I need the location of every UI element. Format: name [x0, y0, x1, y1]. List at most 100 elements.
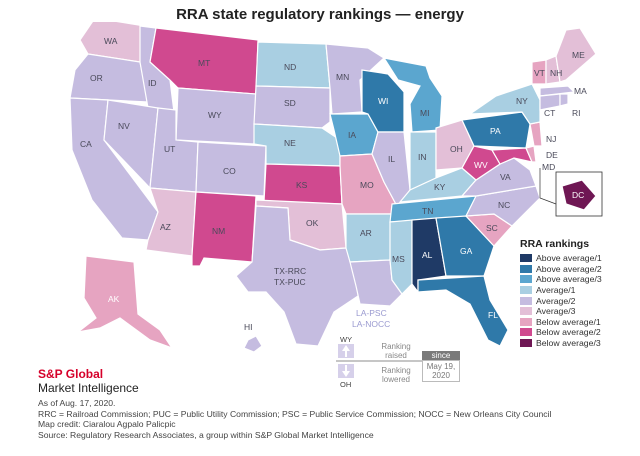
footnotes: As of Aug. 17, 2020. RRC = Railroad Comm…: [38, 398, 551, 440]
label-ga: GA: [460, 246, 473, 256]
state-or[interactable]: [69, 53, 149, 103]
note-date: As of Aug. 17, 2020.: [38, 398, 116, 408]
state-md[interactable]: [490, 147, 534, 165]
state-de[interactable]: [525, 145, 537, 163]
note-source: Source: Regulatory Research Associates, …: [38, 429, 374, 440]
label-tx-puc: TX-PUC: [274, 277, 306, 287]
ranking-change-arrows: WY OH: [336, 335, 422, 389]
label-sd: SD: [284, 98, 296, 108]
state-fl[interactable]: [417, 275, 509, 347]
label-wv: WV: [474, 160, 488, 170]
legend-item: Above average/3: [520, 274, 602, 285]
label-il: IL: [388, 154, 395, 164]
label-ri: RI: [572, 108, 581, 118]
state-mn[interactable]: [325, 43, 385, 115]
label-ia: IA: [348, 130, 356, 140]
state-ny[interactable]: [467, 83, 541, 125]
label-me: ME: [572, 50, 585, 60]
label-tn: TN: [422, 206, 433, 216]
note-abbreviations: RRC = Railroad Commission; PUC = Public …: [38, 408, 552, 419]
label-oh: OH: [450, 144, 463, 154]
label-wy: WY: [208, 110, 222, 120]
legend-item: Average/3: [520, 306, 602, 317]
legend: RRA rankings Above average/1 Above avera…: [520, 238, 602, 348]
label-nm: NM: [212, 226, 225, 236]
legend-label: Above average/1: [536, 253, 602, 264]
state-ri[interactable]: [559, 93, 569, 107]
label-vt: VT: [534, 68, 545, 78]
label-ne: NE: [284, 138, 296, 148]
label-co: CO: [223, 166, 236, 176]
legend-label: Average/1: [536, 285, 576, 296]
ranking-lowered-label: Ranking lowered: [381, 366, 411, 384]
state-ar[interactable]: [345, 213, 393, 263]
dc-leader-line: [539, 168, 557, 205]
legend-item: Below average/3: [520, 338, 602, 349]
label-al: AL: [422, 250, 433, 260]
since-box: since May 19, 2020: [422, 351, 460, 382]
state-nj[interactable]: [529, 121, 543, 147]
key-oh-label: OH: [340, 380, 351, 389]
state-pa[interactable]: [461, 111, 531, 149]
legend-swatch: [520, 264, 532, 273]
state-ma[interactable]: [539, 85, 576, 97]
legend-title: RRA rankings: [520, 238, 590, 250]
legend-item: Above average/2: [520, 264, 602, 275]
label-nv: NV: [118, 121, 130, 131]
arrow-down-icon: [342, 365, 350, 377]
legend-swatch: [520, 286, 532, 295]
legend-swatch: [520, 307, 532, 316]
legend-swatch: [520, 328, 532, 337]
brand-name: S&P Global: [38, 367, 104, 381]
note-credit: Map credit: Ciaralou Agpalo Palicpic: [38, 419, 176, 429]
label-mo: MO: [360, 180, 374, 190]
label-wa: WA: [104, 36, 118, 46]
legend-label: Above average/3: [536, 274, 602, 285]
state-tx[interactable]: [235, 205, 359, 347]
label-nh: NH: [550, 68, 562, 78]
label-az: AZ: [160, 222, 171, 232]
label-nj: NJ: [546, 134, 556, 144]
label-in: IN: [418, 152, 427, 162]
label-nd: ND: [284, 62, 296, 72]
state-hi[interactable]: [243, 335, 263, 353]
label-mt: MT: [198, 58, 210, 68]
label-ks: KS: [296, 180, 308, 190]
legend-label: Below average/2: [536, 327, 601, 338]
label-hi: HI: [244, 322, 253, 332]
label-ca: CA: [80, 139, 92, 149]
state-ne[interactable]: [253, 123, 341, 167]
label-ct: CT: [544, 108, 555, 118]
legend-label: Average/3: [536, 306, 576, 317]
label-ms: MS: [392, 254, 405, 264]
label-va: VA: [500, 172, 511, 182]
ranking-raised-label: Ranking raised: [381, 342, 411, 360]
label-mn: MN: [336, 72, 349, 82]
state-sd[interactable]: [253, 85, 331, 129]
label-fl: FL: [488, 310, 498, 320]
since-head: since: [422, 351, 460, 360]
map-title: RRA state regulatory rankings — energy: [176, 6, 464, 23]
label-sc: SC: [486, 223, 498, 233]
label-mi: MI: [420, 108, 429, 118]
legend-item: Average/2: [520, 295, 602, 306]
label-tx-rrc: TX-RRC: [274, 266, 306, 276]
state-mi[interactable]: [382, 57, 443, 133]
key-wy-label: WY: [340, 335, 352, 344]
state-ak[interactable]: [77, 255, 174, 350]
label-nc: NC: [498, 200, 510, 210]
legend-item: Average/1: [520, 285, 602, 296]
state-me[interactable]: [555, 27, 597, 83]
legend-label: Below average/1: [536, 316, 601, 327]
label-id: ID: [148, 78, 157, 88]
state-dc[interactable]: [561, 179, 597, 211]
label-ny: NY: [516, 96, 528, 106]
label-la-psc: LA-PSC: [356, 308, 387, 318]
state-nc[interactable]: [464, 185, 541, 227]
label-md: MD: [542, 162, 555, 172]
brand-subname: Market Intelligence: [38, 381, 139, 395]
label-la-nocc: LA-NOCC: [352, 319, 390, 329]
since-date: May 19, 2020: [422, 360, 460, 382]
label-wi: WI: [378, 96, 388, 106]
arrow-up-icon: [342, 345, 350, 357]
